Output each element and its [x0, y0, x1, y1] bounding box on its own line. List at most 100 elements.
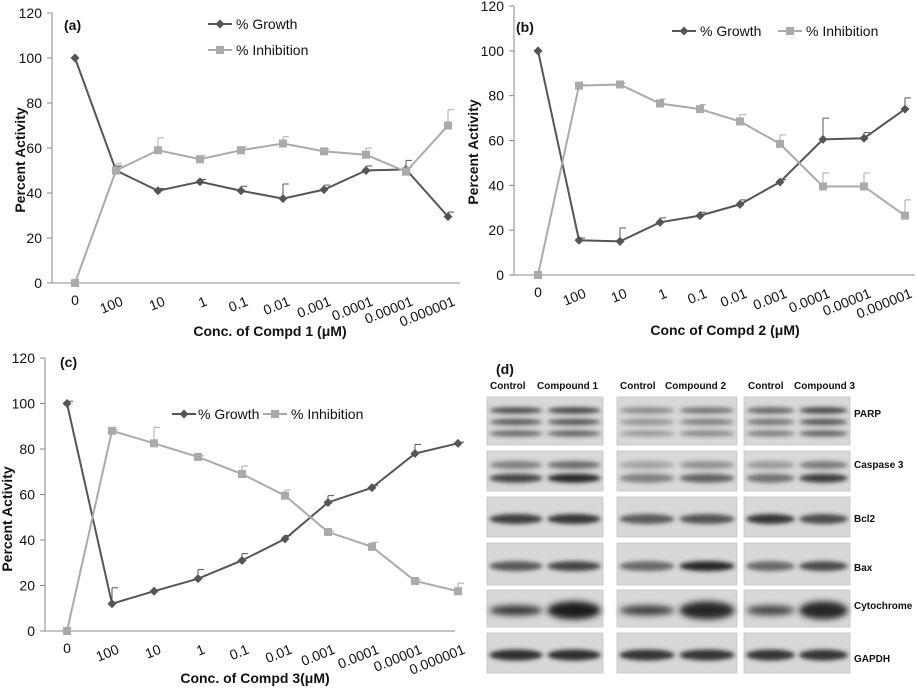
series-line: [66, 429, 459, 632]
blot-band: [547, 407, 601, 414]
data-point-diamond: [443, 212, 453, 222]
data-point-square: [324, 528, 332, 537]
y-axis-title-b: Percent Activity: [465, 99, 481, 205]
blot-band: [547, 561, 601, 572]
y-tick-label: 40: [26, 185, 42, 201]
panel-label-a: (a): [64, 17, 81, 33]
x-tick-label: 0: [71, 292, 79, 308]
blot-group-1-compound: Compound 1: [537, 381, 599, 392]
x-tick-label: 0.01: [263, 641, 294, 666]
blot-band: [619, 461, 675, 469]
blot-band: [619, 514, 675, 524]
blot-strip: [486, 496, 604, 538]
data-point-diamond: [735, 199, 745, 209]
data-point-square: [901, 211, 909, 220]
blot-band: [799, 514, 848, 524]
y-tick-label: 60: [19, 487, 35, 503]
y-tick-label: 120: [19, 5, 43, 21]
data-point-square: [776, 139, 784, 148]
blot-group-3-compound: Compound 3: [794, 381, 856, 392]
blot-strip: [743, 396, 851, 446]
blot-strip: [616, 632, 738, 674]
blot-band: [679, 461, 735, 469]
data-point-square: [108, 426, 116, 435]
x-tick-label: 0: [63, 640, 71, 656]
blot-band: [746, 461, 795, 469]
blot-band: [489, 430, 543, 437]
data-point-square: [150, 439, 158, 448]
x-axis-title-c: Conc. of Compd 3(μM): [180, 670, 329, 686]
blot-band: [619, 649, 675, 661]
series-line: [66, 403, 459, 605]
y-tick-label: 80: [26, 95, 42, 111]
y-tick-label: 40: [488, 177, 504, 193]
data-point-square: [63, 627, 71, 635]
blot-strip: [743, 632, 851, 674]
blot-band: [746, 473, 795, 483]
blot-strip: [486, 450, 604, 492]
blot-label-gapdh: GAPDH: [854, 654, 890, 665]
y-axis-title-a: Percent Activity: [12, 107, 28, 213]
blot-band: [679, 407, 735, 414]
data-point-square: [238, 470, 246, 479]
y-tick-label: 100: [19, 50, 43, 66]
data-point-square: [112, 166, 120, 175]
blot-band: [679, 601, 735, 620]
chart-b: (b) Percent Activity Conc of Compd 2 (μM…: [465, 0, 915, 338]
legend-growth-c: % Growth: [198, 406, 259, 422]
data-point-diamond: [107, 599, 117, 609]
blot-band: [679, 514, 735, 524]
data-point-diamond: [695, 211, 705, 221]
blot-group-3-control: Control: [748, 381, 784, 392]
panel-label-c: (c): [60, 354, 77, 370]
data-point-diamond: [319, 185, 329, 195]
legend-inhibition-c: % Inhibition: [291, 406, 363, 422]
chart-a: (a) Percent Activity Conc. of Compd 1 (μ…: [12, 5, 460, 339]
western-blot-panel: (d) Control Compound 1 Control Compound …: [486, 361, 913, 674]
blot-background: [616, 450, 738, 492]
chart-c: (c) Percent Activity Conc. of Compd 3(μM…: [0, 350, 467, 686]
blot-band: [547, 418, 601, 426]
data-point-diamond: [655, 217, 665, 227]
blot-band: [799, 649, 848, 661]
blot-strip: [486, 396, 604, 446]
blot-band: [799, 561, 848, 572]
data-point-diamond: [533, 46, 543, 56]
series-inhibition: [534, 80, 911, 279]
blot-strip: [743, 450, 851, 492]
data-point-diamond: [410, 449, 420, 459]
blot-band: [746, 407, 795, 414]
data-point-square: [279, 139, 287, 148]
blot-strips: [486, 396, 851, 674]
y-tick-label: 80: [19, 441, 35, 457]
x-axis-title-b: Conc of Compd 2 (μM): [650, 322, 799, 338]
blot-band: [547, 514, 601, 524]
blot-strip: [616, 542, 738, 586]
x-tick-label: 1: [194, 641, 207, 659]
blot-band: [746, 430, 795, 437]
data-point-square: [696, 105, 704, 114]
x-tick-label: 100: [97, 293, 125, 317]
blot-band: [746, 561, 795, 572]
blot-background: [743, 450, 851, 492]
blot-label-bax: Bax: [854, 563, 873, 574]
blot-group-2-compound: Compound 2: [665, 381, 727, 392]
blot-band: [799, 461, 848, 469]
data-point-square: [534, 271, 542, 279]
blot-strip: [743, 496, 851, 538]
series-growth: [70, 53, 454, 222]
data-point-square: [656, 99, 664, 108]
x-tick-label: 100: [560, 285, 588, 309]
data-point-diamond: [361, 166, 371, 175]
x-tick-label: 10: [143, 641, 164, 662]
blot-label-parp: PARP: [854, 409, 881, 420]
y-tick-label: 60: [26, 140, 42, 156]
blot-strip: [616, 450, 738, 492]
y-tick-label: 0: [27, 623, 35, 639]
blot-strip: [486, 632, 604, 674]
legend-inhibition-b: % Inhibition: [806, 23, 878, 39]
legend-growth-b: % Growth: [700, 23, 761, 39]
x-tick-label: 100: [93, 641, 121, 665]
data-point-diamond: [193, 574, 203, 584]
